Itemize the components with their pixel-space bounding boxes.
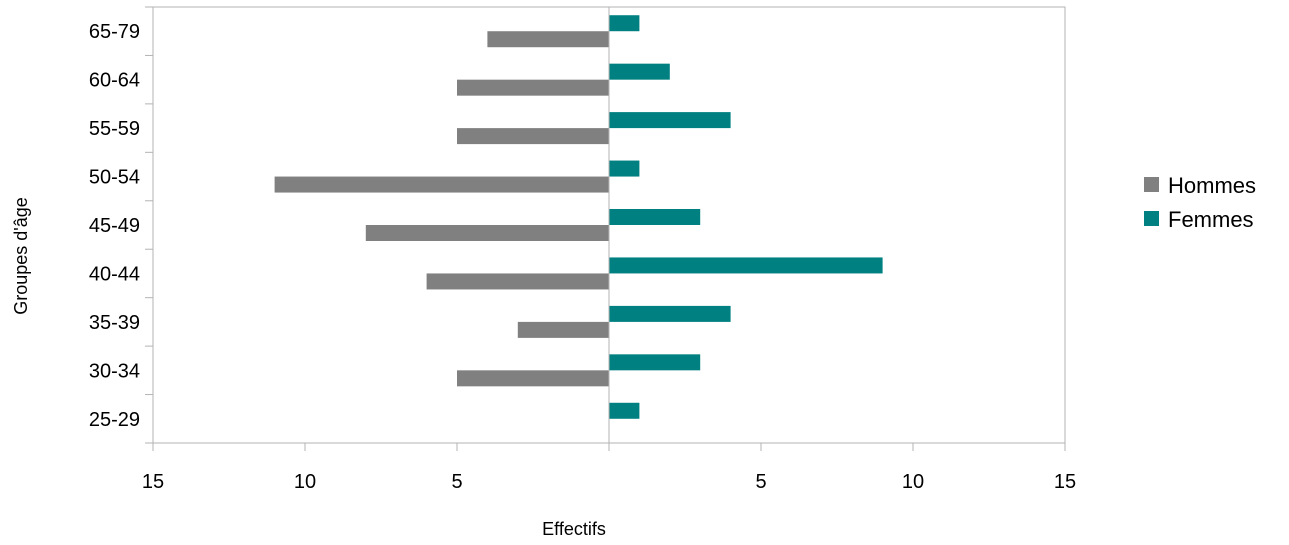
x-tick-label: 10 [294,471,316,493]
bar-femmes-30-34 [609,354,701,371]
bar-hommes-50-54 [274,176,609,193]
bar-femmes-60-64 [609,63,670,80]
y-axis-title: Groupes d'âge [11,197,31,315]
y-tick-label: 55-59 [89,118,140,140]
bar-hommes-45-49 [365,225,609,241]
legend: Hommes Femmes [1144,173,1256,232]
x-tick-label: 5 [755,471,766,493]
bar-hommes-30-34 [457,370,609,387]
bar-hommes-55-59 [457,128,609,145]
y-tick-label: 25-29 [89,409,140,431]
tick-labels-group: 25-29 30-34 35-39 40-44 45-49 50-54 55-59 60-64… [89,21,1076,493]
bar-femmes-35-39 [609,305,731,322]
bar-hommes-35-39 [517,321,609,338]
y-tick-label: 60-64 [89,70,140,92]
y-tick-label: 65-79 [89,21,140,43]
bar-femmes-55-59 [609,112,731,129]
x-tick-label: 10 [902,471,924,493]
y-tick-label: 50-54 [89,167,140,189]
bar-femmes-50-54 [609,160,640,177]
x-tick-label: 15 [1054,471,1076,493]
y-tick-label: 45-49 [89,215,140,237]
y-tick-label: 40-44 [89,263,140,285]
legend-label-femmes: Femmes [1168,207,1254,232]
y-tick-label: 30-34 [89,360,140,382]
axes-group [145,6,1066,451]
bar-hommes-40-44 [426,273,609,290]
x-axis-title: Effectifs [542,519,606,539]
bar-femmes-25-29 [609,402,640,419]
bar-femmes-40-44 [609,257,883,274]
bars-group [274,15,883,419]
bar-femmes-45-49 [609,209,701,225]
x-tick-label: 15 [142,471,164,493]
bar-hommes-65-79 [487,31,609,48]
x-tick-label: 5 [451,471,462,493]
legend-label-hommes: Hommes [1168,173,1256,198]
legend-swatch-hommes [1144,177,1159,192]
bar-femmes-65-79 [609,15,640,32]
y-tick-label: 35-39 [89,312,140,334]
bar-hommes-60-64 [457,79,609,96]
legend-swatch-femmes [1144,211,1159,226]
